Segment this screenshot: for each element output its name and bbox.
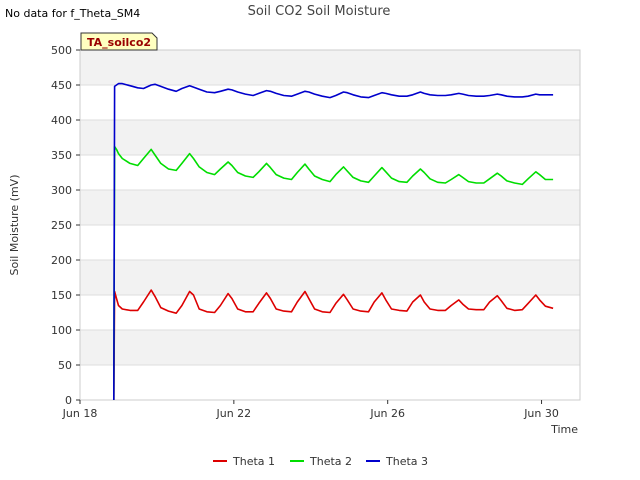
y-tick-label: 400 — [51, 114, 72, 127]
y-tick-label: 150 — [51, 289, 72, 302]
plot-band — [80, 260, 580, 295]
legend-label: Theta 2 — [309, 455, 352, 468]
plot-band — [80, 225, 580, 260]
series-line-theta-1 — [113, 289, 554, 401]
x-tick-label: Jun 26 — [369, 407, 405, 420]
series-line-theta-3 — [113, 82, 554, 401]
y-tick-label: 450 — [51, 79, 72, 92]
y-tick-label: 0 — [65, 394, 72, 407]
plot-band — [80, 50, 580, 85]
y-axis-label: Soil Moisture (mV) — [8, 175, 21, 276]
x-tick-label: Jun 30 — [523, 407, 559, 420]
plot-band — [80, 85, 580, 120]
x-axis-label: Time — [550, 423, 578, 436]
plot-band — [80, 190, 580, 225]
x-tick-label: Jun 22 — [216, 407, 252, 420]
no-data-notice: No data for f_Theta_SM4 — [5, 7, 141, 20]
y-tick-label: 500 — [51, 44, 72, 57]
y-tick-label: 100 — [51, 324, 72, 337]
site-label-box — [80, 32, 158, 51]
plot-band — [80, 155, 580, 190]
plot-band — [80, 365, 580, 400]
series-line-theta-2 — [113, 145, 554, 401]
chart-title: Soil CO2 Soil Moisture — [248, 4, 391, 19]
y-tick-label: 200 — [51, 254, 72, 267]
plot-band — [80, 120, 580, 155]
y-tick-label: 350 — [51, 149, 72, 162]
plot-band — [80, 330, 580, 365]
y-tick-label: 300 — [51, 184, 72, 197]
y-tick-label: 250 — [51, 219, 72, 232]
legend-label: Theta 3 — [385, 455, 428, 468]
site-label: TA_soilco2 — [87, 36, 151, 49]
y-tick-label: 50 — [58, 359, 72, 372]
x-tick-label: Jun 18 — [62, 407, 98, 420]
legend-label: Theta 1 — [232, 455, 275, 468]
